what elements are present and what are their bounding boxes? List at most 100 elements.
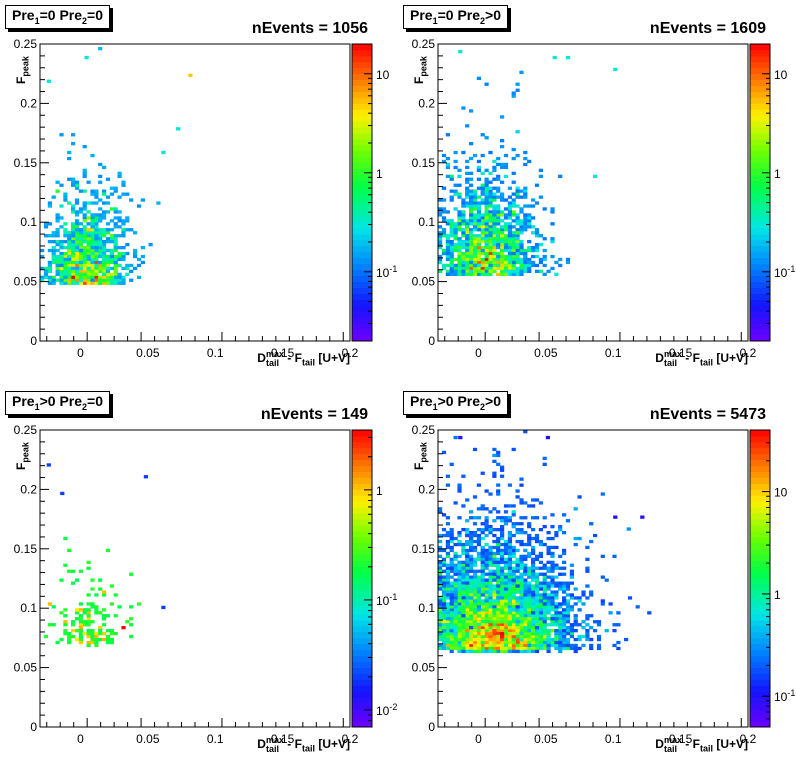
heatmap-cell <box>457 174 462 178</box>
heatmap-cell <box>457 257 462 262</box>
heatmap-cell <box>67 243 72 247</box>
heatmap-cell <box>589 637 594 642</box>
heatmap-cell <box>484 525 489 529</box>
heatmap-cell <box>480 623 485 627</box>
heatmap-cell <box>94 254 99 259</box>
heatmap-cell <box>523 596 528 600</box>
heatmap-cell <box>484 201 489 205</box>
color-bar-step <box>352 210 372 217</box>
heatmap-cell <box>500 590 505 594</box>
heatmap-cell <box>507 584 512 588</box>
heatmap-cell <box>74 578 80 582</box>
heatmap-cell <box>558 525 563 529</box>
heatmap-cell <box>441 584 447 588</box>
heatmap-cell <box>562 602 567 606</box>
heatmap-cell <box>63 263 68 268</box>
heatmap-cell <box>59 637 64 642</box>
heatmap-cell <box>465 225 470 229</box>
heatmap-cell <box>527 643 532 648</box>
heatmap-cell <box>515 88 520 92</box>
heatmap-cell <box>476 165 481 170</box>
heatmap-cell <box>511 219 516 223</box>
heatmap-cell <box>43 222 49 226</box>
heatmap-cell <box>461 150 466 155</box>
heatmap-cell <box>515 608 520 612</box>
heatmap-cell <box>480 234 485 238</box>
color-bar-step <box>750 602 770 609</box>
heatmap-cell <box>596 620 602 624</box>
heatmap-cell <box>441 210 447 214</box>
heatmap-cell <box>98 228 103 232</box>
heatmap-cell <box>90 192 95 196</box>
color-bar-step <box>352 281 372 288</box>
heatmap-cell <box>546 640 551 645</box>
heatmap-cell <box>527 599 532 603</box>
heatmap-cell <box>542 623 547 627</box>
label-part: max <box>663 735 682 745</box>
heatmap-cell <box>550 210 555 214</box>
heatmap-cell <box>507 533 512 538</box>
heatmap-cell <box>546 587 551 591</box>
heatmap-cell <box>542 462 547 466</box>
color-bar-step <box>750 649 770 657</box>
label-part: tail <box>301 743 315 754</box>
heatmap-cell <box>98 219 103 223</box>
heatmap-cell <box>484 266 489 271</box>
heatmap-cell <box>465 195 470 199</box>
heatmap-cell <box>472 584 478 588</box>
heatmap-cell <box>558 257 563 262</box>
heatmap-cell <box>519 566 524 570</box>
heatmap-cell <box>441 617 447 621</box>
heatmap-cell <box>515 620 520 624</box>
heatmap-cell <box>511 634 516 639</box>
heatmap-cell <box>558 629 563 633</box>
heatmap-cell <box>136 263 142 268</box>
heatmap-cell <box>589 643 594 648</box>
heatmap-cell <box>503 548 509 553</box>
heatmap-cell <box>90 266 95 271</box>
heatmap-cell <box>457 251 462 256</box>
heatmap-cell <box>59 204 64 208</box>
heatmap-cell <box>457 531 462 535</box>
heatmap-cell <box>453 599 458 603</box>
heatmap-cell <box>527 649 532 654</box>
heatmap-cell <box>82 216 87 220</box>
heatmap-cell <box>519 620 524 624</box>
heatmap-cell <box>82 228 87 232</box>
heatmap-cell <box>534 516 540 520</box>
heatmap-cell <box>472 608 478 612</box>
heatmap-cell <box>449 536 454 541</box>
heatmap-cell <box>438 605 443 609</box>
heatmap-cell <box>438 569 443 573</box>
color-bar-step <box>750 471 770 478</box>
heatmap-cell <box>496 599 501 603</box>
heatmap-cell <box>461 257 466 262</box>
heatmap-cell <box>445 516 450 520</box>
heatmap-cell <box>542 587 547 591</box>
heatmap-cell <box>492 269 497 273</box>
heatmap-cell <box>125 228 130 232</box>
heatmap-cell <box>449 581 454 585</box>
heatmap-cell <box>519 587 524 591</box>
heatmap-cell <box>596 623 602 627</box>
heatmap-cell <box>71 275 76 279</box>
heatmap-cell <box>496 563 501 567</box>
heatmap-cell <box>94 634 99 639</box>
heatmap-cell <box>90 231 95 235</box>
color-bar-step <box>750 536 770 544</box>
heatmap-cell <box>476 251 481 256</box>
heatmap-cell <box>453 643 458 648</box>
heatmap-cell <box>449 222 454 226</box>
color-bar-step <box>352 465 372 472</box>
heatmap-cell <box>519 557 524 561</box>
heatmap-cell <box>573 620 578 624</box>
heatmap-cell <box>480 545 485 550</box>
heatmap-cell <box>55 228 60 232</box>
heatmap-cell <box>453 192 458 196</box>
heatmap-cell <box>496 266 501 271</box>
heatmap-cell <box>125 263 130 268</box>
heatmap-cell <box>531 587 536 591</box>
heatmap-cell <box>94 275 99 279</box>
heatmap-cell <box>500 139 505 143</box>
color-bar-step <box>352 335 372 342</box>
